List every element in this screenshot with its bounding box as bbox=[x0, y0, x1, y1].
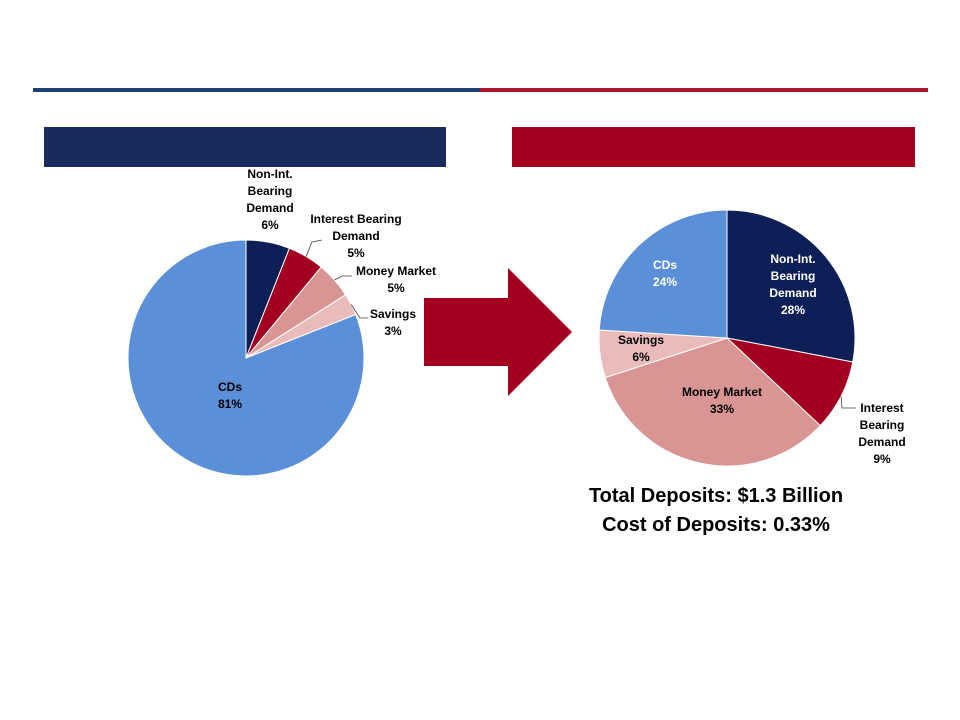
slice-label-interest-bearing-demand: Interest Bearing Demand 5% bbox=[310, 212, 401, 260]
leader-line bbox=[305, 239, 323, 257]
slice-label-non-int-bearing-demand: Non-Int. Bearing Demand 28% bbox=[769, 252, 816, 317]
leader-line bbox=[350, 304, 368, 319]
deposit-summary: Total Deposits: $1.3 Billion Cost of Dep… bbox=[560, 482, 872, 540]
leader-line bbox=[840, 396, 856, 409]
cost-of-deposits-text: Cost of Deposits: 0.33% bbox=[602, 514, 830, 536]
total-deposits-text: Total Deposits: $1.3 Billion bbox=[588, 485, 844, 507]
slice-label-money-market: Money Market 33% bbox=[682, 385, 762, 416]
title-underline-right bbox=[480, 88, 928, 92]
slice-label-cds: CDs 81% bbox=[218, 380, 242, 411]
slice-label-non-int-bearing-demand: Non-Int. Bearing Demand 6% bbox=[246, 167, 293, 232]
slice-label-cds: CDs 24% bbox=[653, 258, 677, 289]
left-panel-header-bar bbox=[44, 127, 446, 167]
slice-label-money-market: Money Market 5% bbox=[356, 264, 436, 295]
pie-chart-before: Non-Int. Bearing Demand 6% Interest Bearing D… bbox=[127, 167, 436, 477]
pie-slice-cds bbox=[598, 209, 728, 339]
leader-line bbox=[334, 275, 352, 281]
pie-slice-cds bbox=[127, 239, 365, 477]
title-underline-left bbox=[33, 88, 480, 92]
pie-chart-after: Non-Int. Bearing Demand 28% Interest Bearing D… bbox=[598, 209, 906, 467]
slice-label-savings: Savings 6% bbox=[618, 333, 664, 364]
pie-slice-non-int-bearing-demand bbox=[726, 209, 856, 363]
slice-label-interest-bearing-demand: Interest Bearing Demand 9% bbox=[858, 401, 905, 466]
slice-label-savings: Savings 3% bbox=[370, 307, 416, 338]
pie-slice-money-market bbox=[604, 337, 822, 467]
right-panel-header-bar bbox=[512, 127, 915, 167]
right-arrow-icon bbox=[424, 268, 572, 396]
